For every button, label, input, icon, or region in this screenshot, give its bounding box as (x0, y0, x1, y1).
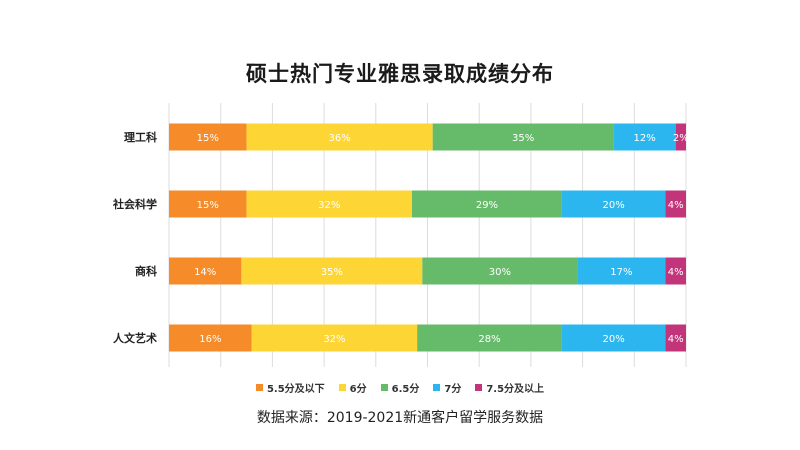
bar-segment (665, 190, 686, 218)
data-label: 20% (603, 334, 625, 345)
bar-segment (417, 324, 562, 352)
category-label: 人文艺术 (113, 331, 157, 345)
data-label: 35% (512, 133, 534, 144)
bar-segment (169, 190, 247, 218)
legend-label: 6.5分 (391, 384, 420, 395)
bar-segment (246, 190, 412, 218)
data-label: 4% (668, 200, 684, 211)
bar-segment (169, 324, 252, 352)
bar-segment (169, 257, 242, 285)
legend-item: 6.5分 (380, 380, 420, 395)
bar-segment (665, 324, 686, 352)
legend-item: 6分 (338, 380, 367, 395)
data-label: 4% (668, 334, 684, 345)
data-label: 15% (197, 133, 219, 144)
data-label: 4% (668, 267, 684, 278)
chart-title: 硕士热门专业雅思录取成绩分布 (246, 62, 554, 86)
data-label: 32% (323, 334, 345, 345)
legend-item: 5.5分及以下 (255, 380, 325, 395)
bar-segment (169, 123, 247, 151)
data-label: 12% (634, 133, 656, 144)
bar-segment (422, 257, 578, 285)
data-label: 20% (603, 200, 625, 211)
bar-segment (251, 324, 418, 352)
data-label: 16% (199, 334, 221, 345)
legend-swatch (433, 384, 441, 391)
bar-segment (561, 190, 666, 218)
data-label: 29% (476, 200, 498, 211)
legend-swatch (338, 384, 346, 391)
legend-label: 6分 (349, 384, 367, 395)
legend-item: 7分 (433, 380, 461, 395)
legend-label: 5.5分及以下 (266, 384, 325, 395)
bar-segment (561, 324, 666, 352)
data-label: 14% (194, 267, 216, 278)
data-label: 36% (328, 133, 350, 144)
bar-segment (613, 123, 676, 151)
data-label: 30% (489, 267, 511, 278)
data-label: 28% (478, 334, 500, 345)
bar-segment (675, 123, 686, 151)
legend-swatch (255, 384, 263, 391)
legend-item: 7.5分及以上 (475, 380, 544, 395)
bar-segment (665, 257, 686, 285)
category-label: 理工科 (124, 130, 157, 144)
legend: 5.5分及以下 6分 6.5分 7分 7.5分及以上 (0, 380, 800, 395)
data-label: 15% (197, 200, 219, 211)
bar-segment (246, 123, 433, 151)
bar-segment (432, 123, 614, 151)
legend-label: 7分 (444, 384, 462, 395)
legend-swatch (475, 384, 483, 391)
bar-segment (241, 257, 423, 285)
bar-segment (577, 257, 666, 285)
legend-label: 7.5分及以上 (486, 384, 545, 395)
legend-swatch (380, 384, 388, 391)
data-label: 35% (321, 267, 343, 278)
data-label: 2% (673, 133, 689, 144)
data-source: 数据来源：2019-2021新通客户留学服务数据 (256, 410, 544, 426)
data-label: 32% (318, 200, 340, 211)
category-label: 商科 (135, 264, 157, 278)
bar-segment (411, 190, 562, 218)
category-label: 社会科学 (112, 197, 157, 211)
data-label: 17% (610, 267, 632, 278)
